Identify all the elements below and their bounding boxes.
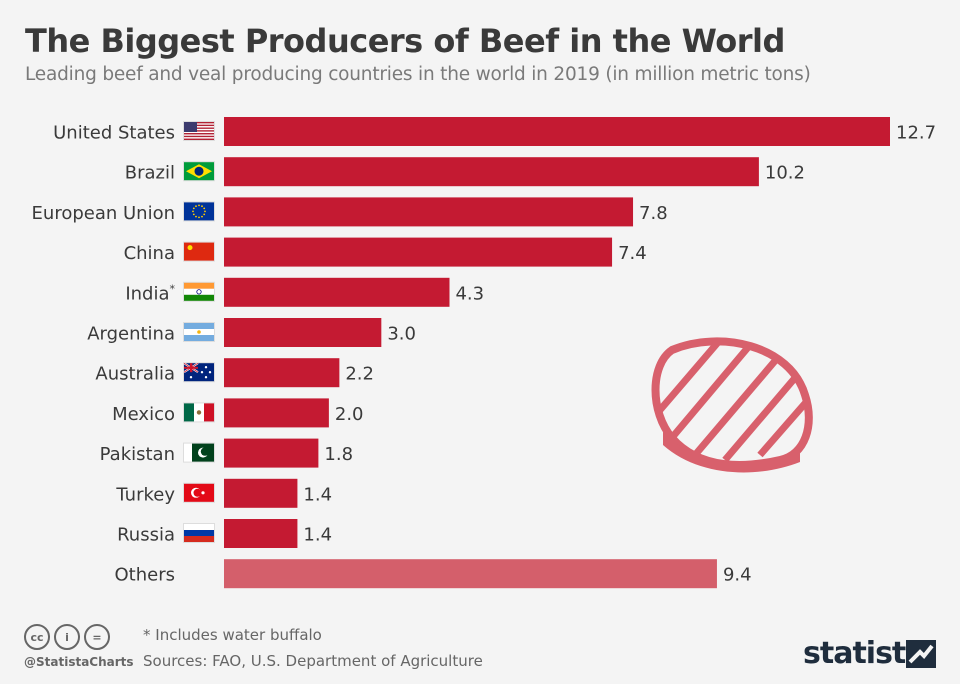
us-flag-icon [183,121,215,141]
bar-united-states [224,117,890,146]
bar-brazil [224,157,759,187]
pakistan-flag-icon [183,442,215,463]
value-label: 1.4 [303,484,332,505]
mexico-flag-icon [183,402,215,423]
value-label: 10.2 [765,163,805,184]
value-label: 1.4 [303,525,332,546]
cc-icon: cc [24,624,50,650]
australia-flag-icon [183,362,215,383]
bar-china [224,237,613,267]
sources: Sources: FAO, U.S. Department of Agricul… [143,652,483,670]
india-flag-icon [183,281,215,302]
bar-russia [224,519,298,548]
value-label: 2.0 [335,404,364,425]
value-label: 1.8 [324,444,353,465]
footnote: * Includes water buffalo [143,626,322,644]
value-label: 12.7 [896,123,936,144]
statista-logo-icon [906,640,936,668]
bar-others [224,559,717,589]
chart-subtitle: Leading beef and veal producing countrie… [25,64,811,85]
category-label: Argentina [87,324,175,345]
argentina-flag-icon [183,322,215,342]
bar-chart: 12.7 United States 10.2 Brazil 7.8 European U… [32,117,936,589]
bar-india [224,277,450,307]
value-label: 2.2 [345,364,374,385]
brazil-flag-icon [183,161,215,182]
category-label: Brazil [125,163,175,184]
turkey-flag-icon [183,482,215,503]
bar-european-union [224,197,634,227]
value-label: 3.0 [387,324,416,345]
category-label: Pakistan [100,444,175,465]
category-label: Others [115,565,176,586]
category-label: Russia [117,525,175,546]
bar-mexico [224,398,329,428]
brand-logo: statista [803,636,926,671]
value-label: 7.4 [618,243,647,264]
russia-flag-icon [183,523,215,543]
chart-title: The Biggest Producers of Beef in the Wor… [25,22,785,60]
twitter-handle: @StatistaCharts [24,655,134,669]
category-label: Mexico [112,404,175,425]
bar-argentina [224,318,382,347]
no-derivatives-icon: = [84,624,110,650]
attribution-icon: i [54,624,80,650]
bar-turkey [224,478,298,508]
bar-pakistan [224,438,319,468]
license-icons: cc i = [24,624,110,650]
china-flag-icon [183,241,215,262]
value-label: 7.8 [639,203,668,224]
category-label: Turkey [115,484,175,505]
value-label: 9.4 [723,565,752,586]
bar-australia [224,358,340,388]
category-label: United States [53,123,175,144]
category-label: India* [125,282,175,304]
category-label: European Union [32,203,175,224]
category-label: Australia [95,364,175,385]
steak-icon [651,337,813,473]
eu-flag-icon [183,201,215,222]
value-label: 4.3 [455,283,484,304]
category-label: China [124,243,175,264]
